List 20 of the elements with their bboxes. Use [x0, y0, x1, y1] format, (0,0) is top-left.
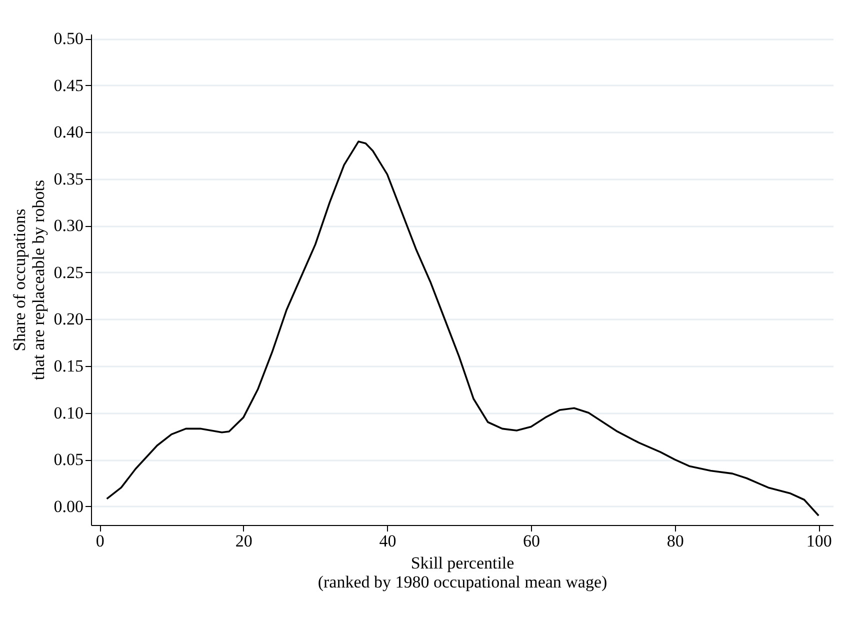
y-tick-label: 0.35	[54, 169, 84, 188]
line-series	[106, 140, 820, 517]
x-tick-label: 40	[379, 532, 396, 550]
x-tick-label: 100	[806, 532, 832, 550]
x-tick-label: 0	[96, 532, 104, 550]
y-tick-label: 0.20	[54, 310, 84, 329]
y-tick-label: 0.05	[54, 450, 84, 470]
y-axis-title: Share of occupations that are replaceable by robots	[10, 180, 48, 380]
y-tick-label: 0.40	[54, 122, 84, 142]
y-tick-label: 0.00	[54, 496, 84, 516]
y-tick-label: 0.15	[54, 356, 84, 376]
y-tick-label: 0.25	[54, 262, 84, 282]
y-tick-label: 0.45	[54, 76, 84, 95]
x-tick-label: 80	[666, 532, 684, 550]
x-axis-title: Skill percentile (ranked by 1980 occupational mean wage)	[318, 554, 608, 592]
y-tick-label: 0.10	[54, 403, 84, 422]
y-tick-label: 0.50	[54, 29, 84, 48]
x-tick-label: 60	[523, 532, 540, 550]
y-tick-label: 0.30	[54, 216, 84, 236]
x-tick-label: 20	[235, 532, 252, 550]
